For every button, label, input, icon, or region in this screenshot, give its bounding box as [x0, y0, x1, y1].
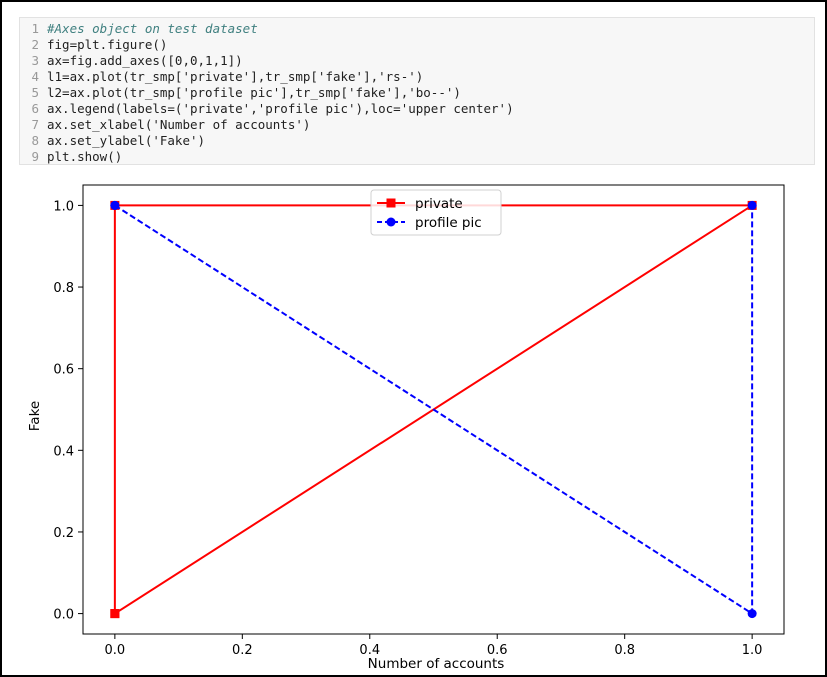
line-number: 4: [31, 69, 39, 84]
x-tick-label: 1.0: [742, 643, 763, 658]
code-text: ax=fig.add_axes([0,0,1,1]): [47, 53, 243, 68]
code-text: ax.set_ylabel('Fake'): [47, 133, 206, 148]
code-text: fig=plt.figure(): [47, 37, 168, 52]
line-number: 5: [31, 85, 39, 100]
line-chart: 0.0 0.2 0.4 0.6 0.8 1.0 0.0 0.2 0.4 0.6 0.8 1.0 Num…: [27, 184, 785, 672]
line-number: 9: [31, 149, 39, 164]
y-tick-label: 1.0: [53, 199, 74, 214]
code-text: l1=ax.plot(tr_smp['private'],tr_smp['fak…: [47, 69, 424, 84]
y-tick-label: 0.8: [53, 281, 74, 296]
data-point: [747, 200, 757, 210]
y-tick-label: 0.6: [53, 363, 74, 378]
line-number: 8: [31, 133, 39, 148]
data-point: [110, 200, 120, 210]
x-axis-label: Number of accounts: [368, 656, 505, 672]
y-tick-label: 0.4: [53, 444, 74, 459]
y-axis-label: Fake: [27, 401, 43, 431]
legend-label: profile pic: [415, 215, 482, 231]
x-tick-label: 0.2: [232, 643, 253, 658]
code-comment: #Axes object on test dataset: [47, 21, 258, 36]
code-text: plt.show(): [47, 149, 123, 164]
x-tick-label: 0.8: [614, 643, 635, 658]
legend-label: private: [415, 196, 463, 212]
data-point: [747, 609, 757, 619]
y-tick-label: 0.2: [53, 526, 74, 541]
legend-marker: [386, 198, 396, 208]
code-cell[interactable]: 1 #Axes object on test dataset 2 fig=plt.f…: [19, 17, 815, 165]
line-number: 7: [31, 117, 39, 132]
code-text: ax.set_xlabel('Number of accounts'): [47, 117, 311, 132]
line-number: 6: [31, 101, 39, 116]
code-text: l2=ax.plot(tr_smp['profile pic'],tr_smp[…: [47, 85, 461, 100]
x-tick-label: 0.0: [105, 643, 126, 658]
x-tick-label: 0.6: [487, 643, 508, 658]
x-tick-label: 0.4: [359, 643, 380, 658]
legend-marker: [386, 217, 396, 227]
code-text: ax.legend(labels=('private','profile pic…: [47, 101, 514, 116]
legend-box: [370, 189, 502, 236]
line-number: 2: [31, 37, 39, 52]
series-profile-pic: [110, 200, 757, 619]
line-number: 1: [31, 21, 39, 36]
data-point: [110, 609, 120, 619]
line-number: 3: [31, 53, 39, 68]
y-tick-label: 0.0: [53, 608, 74, 623]
